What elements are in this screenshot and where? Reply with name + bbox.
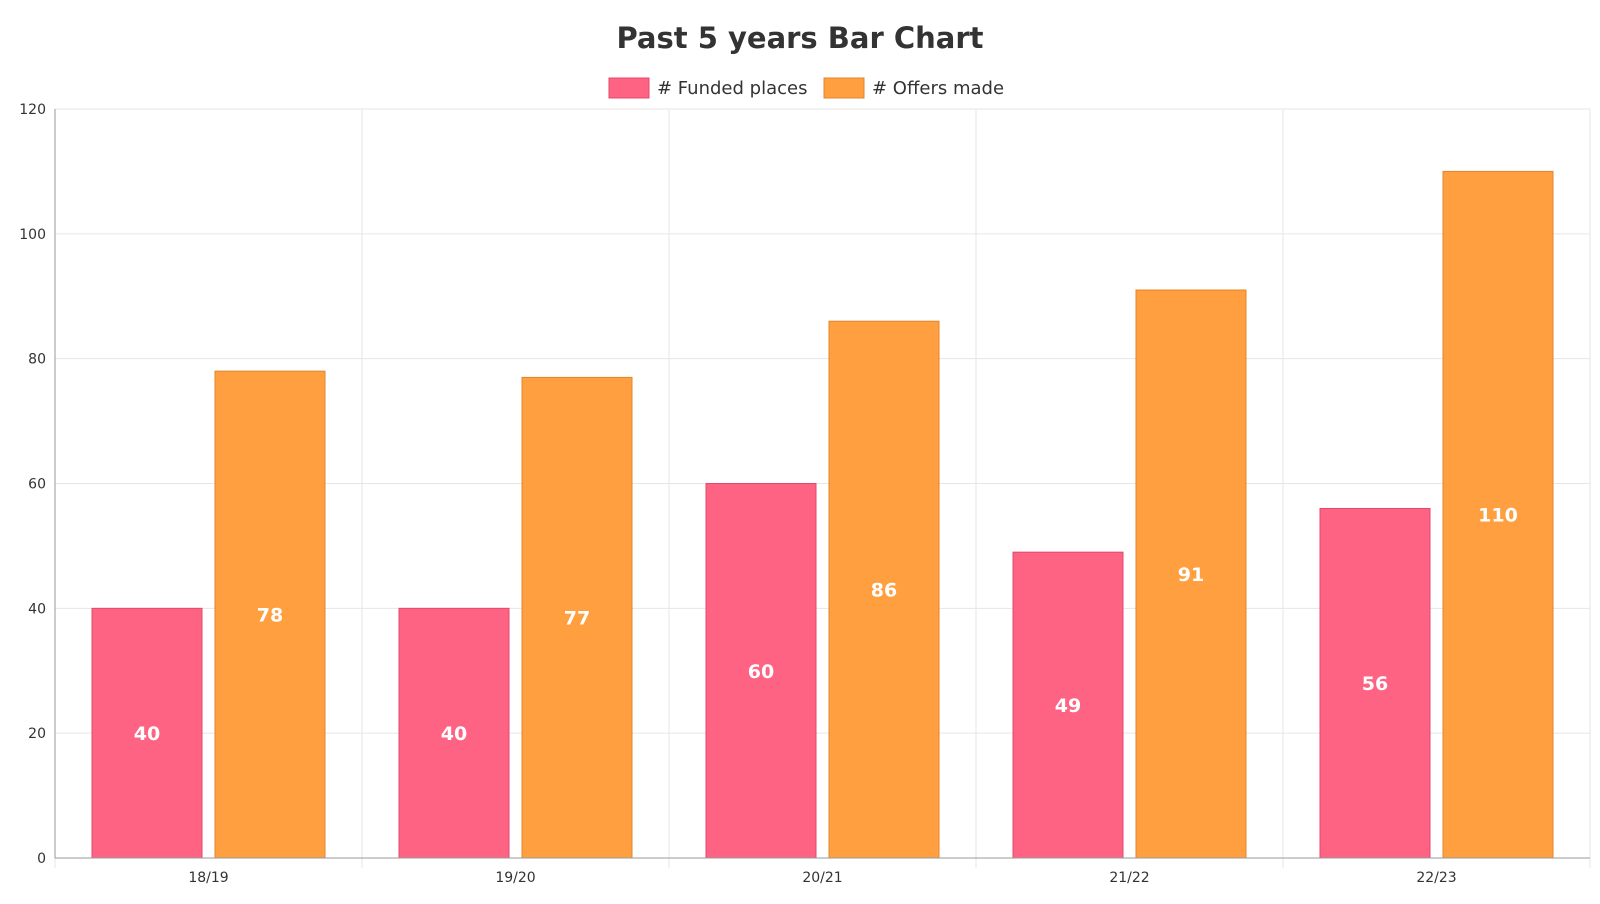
data-label: 40 bbox=[441, 723, 467, 745]
bar-offers-made bbox=[521, 376, 633, 859]
data-label: 86 bbox=[871, 580, 897, 602]
data-label: 49 bbox=[1055, 695, 1081, 717]
y-tick-label: 60 bbox=[28, 477, 46, 493]
data-label: 77 bbox=[564, 608, 590, 630]
y-tick-label: 40 bbox=[28, 601, 46, 617]
data-label: 56 bbox=[1362, 673, 1388, 695]
axes: 0 20 40 60 80 100 120 18/19 19/20 20/21 21/22 22/23 bbox=[19, 102, 1590, 886]
y-tick-label: 20 bbox=[28, 726, 46, 742]
bar-funded-places bbox=[91, 607, 203, 859]
bar-offers-made bbox=[214, 370, 326, 859]
legend: # Funded places # Offers made bbox=[608, 77, 1004, 99]
bar-funded-places bbox=[1012, 551, 1124, 859]
y-tick-label: 100 bbox=[19, 227, 46, 243]
chart-title: Past 5 years Bar Chart bbox=[616, 21, 983, 55]
x-tick-label: 21/22 bbox=[1109, 870, 1149, 886]
data-label: 40 bbox=[134, 723, 160, 745]
bar-offers-made bbox=[1442, 170, 1554, 859]
legend-label: # Funded places bbox=[657, 78, 807, 99]
data-label: 78 bbox=[257, 605, 283, 627]
legend-swatch bbox=[608, 77, 650, 99]
x-tick-label: 18/19 bbox=[188, 870, 228, 886]
x-tick-label: 22/23 bbox=[1416, 870, 1456, 886]
data-label: 91 bbox=[1178, 564, 1204, 586]
y-tick-label: 0 bbox=[37, 851, 46, 867]
bars bbox=[91, 170, 1554, 859]
bar-offers-made bbox=[1135, 289, 1247, 859]
x-tick-label: 19/20 bbox=[495, 870, 535, 886]
x-tick-label: 20/21 bbox=[802, 870, 842, 886]
data-label: 60 bbox=[748, 661, 774, 683]
legend-label: # Offers made bbox=[872, 78, 1004, 99]
legend-swatch bbox=[823, 77, 865, 99]
data-label: 110 bbox=[1478, 505, 1518, 527]
bar-funded-places bbox=[1319, 507, 1431, 859]
data-labels: 40 78 40 77 60 86 49 91 56 110 bbox=[134, 505, 1518, 745]
y-tick-label: 80 bbox=[28, 352, 46, 368]
bar-funded-places bbox=[398, 607, 510, 859]
bar-funded-places bbox=[705, 483, 817, 859]
y-tick-label: 120 bbox=[19, 102, 46, 118]
